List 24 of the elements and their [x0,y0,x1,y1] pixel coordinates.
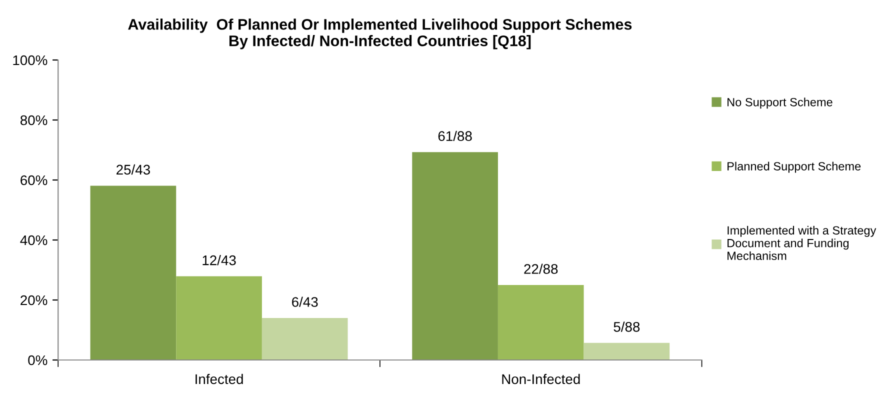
bar [584,342,670,360]
y-tick-label: 20% [20,295,48,306]
y-tick-label: 40% [20,235,48,246]
legend-label: No Support Scheme [728,98,832,109]
data-label: 5/88 [614,322,640,332]
data-label: 22/88 [524,264,558,274]
bar [90,186,176,360]
bar [262,318,348,360]
x-tick-label: Non-Infected [502,374,580,384]
y-tick-label: 100% [13,55,48,66]
x-tick-label: Infected [196,374,243,384]
bar [412,152,498,360]
bar [176,276,262,360]
chart-title: Availability Of Planned Or Implemented Livelihood Support Schemes By Infected/ Non-Infected Countries [Q18] [128,18,632,50]
data-label: 25/43 [116,164,150,175]
y-tick-label: 60% [20,175,48,186]
legend-label: Planned Support Scheme [728,162,861,173]
y-tick-label: 0% [28,355,48,366]
legend-label: Implemented with a Strategy Document and Funding Mechanism [728,226,876,260]
data-label: 6/43 [292,296,318,307]
data-label: 12/43 [202,255,236,266]
y-tick-label: 80% [20,115,48,126]
bar [498,285,584,360]
data-label: 61/88 [438,130,472,142]
